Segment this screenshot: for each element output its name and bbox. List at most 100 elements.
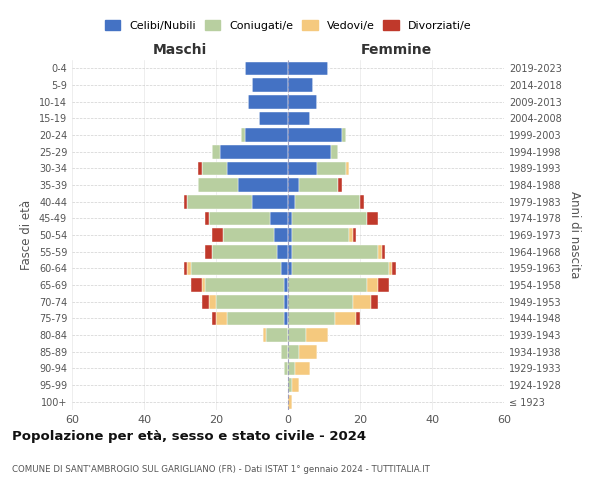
Text: Maschi: Maschi (153, 42, 207, 56)
Bar (288, 112, 310, 125)
Bar (263, 328, 266, 342)
Bar (295, 362, 310, 375)
Bar (288, 345, 299, 358)
Bar (288, 328, 306, 342)
Bar (288, 278, 367, 292)
Bar (184, 262, 187, 275)
Bar (292, 212, 367, 225)
Bar (288, 245, 292, 258)
Bar (212, 245, 277, 258)
Bar (288, 312, 335, 325)
Bar (288, 145, 331, 158)
Bar (216, 312, 227, 325)
Bar (342, 128, 346, 142)
Bar (270, 212, 288, 225)
Legend: Celibi/Nubili, Coniugati/e, Vedovi/e, Divorziati/e: Celibi/Nubili, Coniugati/e, Vedovi/e, Di… (105, 20, 471, 31)
Bar (220, 145, 288, 158)
Bar (187, 195, 252, 208)
Bar (353, 228, 356, 242)
Bar (241, 128, 245, 142)
Bar (216, 295, 284, 308)
Bar (288, 262, 292, 275)
Bar (252, 195, 288, 208)
Bar (205, 245, 212, 258)
Bar (281, 262, 288, 275)
Bar (284, 312, 288, 325)
Bar (346, 162, 349, 175)
Bar (202, 278, 205, 292)
Bar (245, 62, 288, 75)
Bar (292, 245, 378, 258)
Bar (205, 212, 209, 225)
Bar (288, 95, 317, 108)
Bar (184, 195, 187, 208)
Bar (212, 145, 220, 158)
Bar (284, 362, 288, 375)
Bar (191, 278, 202, 292)
Bar (281, 345, 288, 358)
Bar (317, 162, 346, 175)
Bar (198, 162, 202, 175)
Bar (295, 195, 360, 208)
Bar (274, 228, 288, 242)
Bar (392, 262, 396, 275)
Text: Popolazione per età, sesso e stato civile - 2024: Popolazione per età, sesso e stato civil… (12, 430, 366, 443)
Bar (227, 312, 284, 325)
Bar (356, 312, 360, 325)
Text: Femmine: Femmine (361, 42, 431, 56)
Bar (202, 295, 209, 308)
Bar (288, 78, 313, 92)
Bar (259, 112, 288, 125)
Bar (292, 262, 389, 275)
Bar (288, 128, 342, 142)
Bar (245, 128, 288, 142)
Bar (288, 228, 292, 242)
Bar (212, 312, 216, 325)
Bar (252, 78, 288, 92)
Text: COMUNE DI SANT'AMBROGIO SUL GARIGLIANO (FR) - Dati ISTAT 1° gennaio 2024 - TUTTI: COMUNE DI SANT'AMBROGIO SUL GARIGLIANO (… (12, 465, 430, 474)
Bar (288, 395, 292, 408)
Bar (292, 378, 299, 392)
Bar (306, 328, 328, 342)
Bar (389, 262, 392, 275)
Bar (292, 228, 349, 242)
Bar (378, 278, 389, 292)
Bar (338, 178, 342, 192)
Y-axis label: Fasce di età: Fasce di età (20, 200, 33, 270)
Bar (288, 378, 292, 392)
Bar (209, 212, 270, 225)
Bar (223, 228, 274, 242)
Bar (209, 295, 216, 308)
Bar (227, 162, 288, 175)
Bar (299, 178, 338, 192)
Bar (266, 328, 288, 342)
Bar (335, 312, 356, 325)
Bar (288, 295, 353, 308)
Bar (284, 295, 288, 308)
Bar (288, 62, 328, 75)
Bar (288, 178, 299, 192)
Bar (202, 162, 227, 175)
Bar (331, 145, 338, 158)
Bar (378, 245, 382, 258)
Bar (353, 295, 371, 308)
Bar (371, 295, 378, 308)
Bar (284, 278, 288, 292)
Bar (248, 95, 288, 108)
Bar (212, 228, 223, 242)
Bar (288, 195, 295, 208)
Bar (198, 178, 238, 192)
Bar (191, 262, 281, 275)
Bar (360, 195, 364, 208)
Bar (205, 278, 284, 292)
Bar (367, 278, 378, 292)
Bar (367, 212, 378, 225)
Bar (238, 178, 288, 192)
Bar (277, 245, 288, 258)
Bar (288, 212, 292, 225)
Bar (382, 245, 385, 258)
Bar (187, 262, 191, 275)
Bar (288, 362, 295, 375)
Bar (288, 162, 317, 175)
Bar (299, 345, 317, 358)
